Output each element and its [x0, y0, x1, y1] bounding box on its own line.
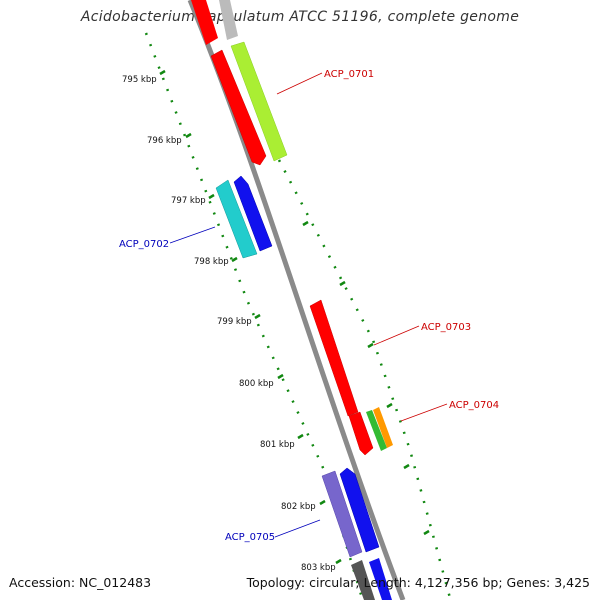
tick-label: 800 kbp — [239, 379, 274, 389]
tick-label: 798 kbp — [194, 257, 229, 267]
tick-label: 796 kbp — [147, 136, 182, 146]
tick-label: 799 kbp — [217, 317, 252, 327]
gene-acp-0702-blue — [233, 175, 273, 252]
major-ticks — [159, 69, 430, 565]
gene-label-acp-0705[interactable]: ACP_0705 — [225, 532, 275, 543]
gene-label-acp-0704[interactable]: ACP_0704 — [449, 400, 499, 411]
gene-leader-lines — [169, 72, 448, 538]
gene-bottom-blue — [369, 558, 392, 600]
gene-red-long — [210, 49, 267, 166]
gene-acp-0701-lime — [230, 41, 288, 162]
gene-acp-0705-blue — [339, 467, 380, 553]
tick-label: 797 kbp — [171, 196, 206, 206]
gene-acp-0704-orange — [373, 407, 393, 448]
gene-top-red — [191, 0, 218, 45]
tick-track-inner — [144, 32, 364, 599]
tick-label: 795 kbp — [122, 75, 157, 85]
gene-label-acp-0702[interactable]: ACP_0702 — [119, 239, 169, 250]
map-title: Acidobacterium capsulatum ATCC 51196, co… — [80, 9, 520, 25]
gene-bottom-dark — [351, 560, 375, 600]
genome-summary-text: Topology: circular; Length: 4,127,356 bp… — [246, 575, 590, 590]
tick-label: 803 kbp — [301, 563, 336, 573]
gene-acp-0703-red — [309, 299, 359, 417]
gene-label-acp-0703[interactable]: ACP_0703 — [421, 322, 471, 333]
accession-text: Accession: NC_012483 — [9, 575, 152, 590]
tick-label: 802 kbp — [281, 502, 316, 512]
gene-label-acp-0701[interactable]: ACP_0701 — [324, 69, 374, 80]
tick-label: 801 kbp — [260, 440, 295, 450]
gene-red-small — [348, 411, 374, 456]
gene-acp-0705-purple — [321, 470, 363, 558]
gene-top-gray — [219, 0, 238, 40]
gene-acp-0704-green — [366, 410, 387, 451]
gene-acp-0702-cyan — [215, 179, 258, 259]
